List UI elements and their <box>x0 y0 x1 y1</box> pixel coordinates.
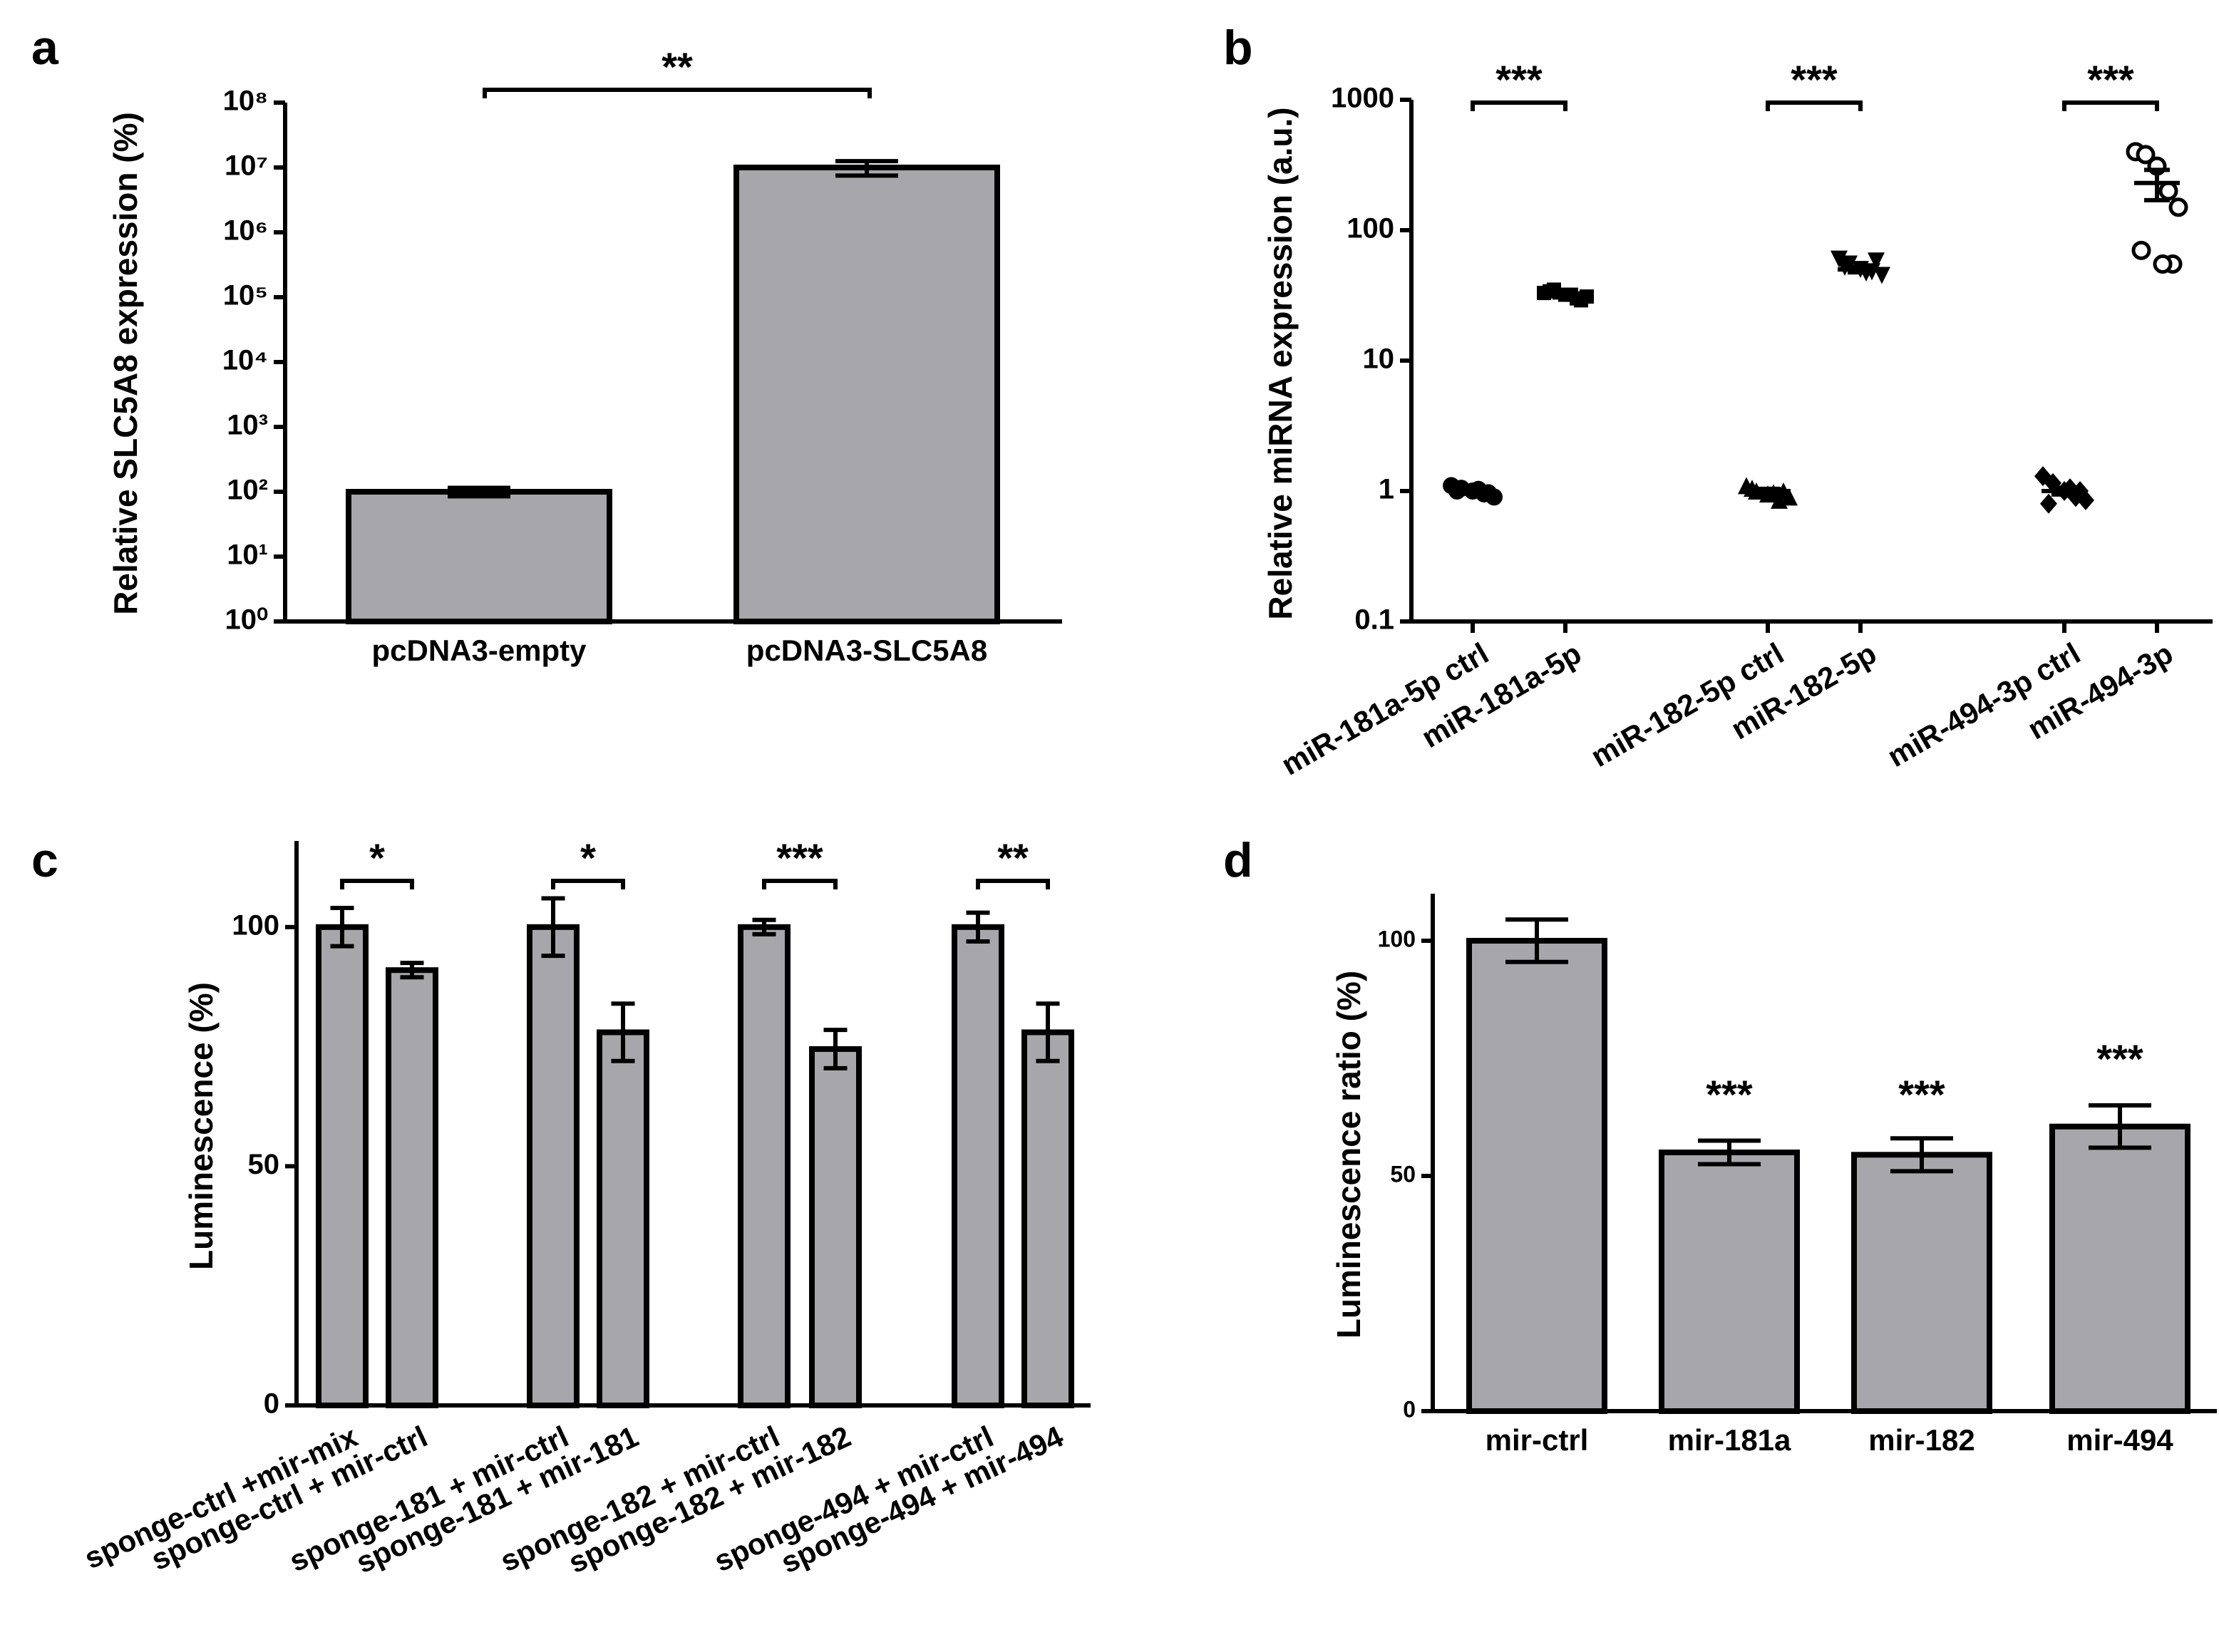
error-bar <box>400 961 424 980</box>
bar <box>2049 1123 2190 1414</box>
point <box>2131 240 2151 260</box>
bar <box>1851 1152 1992 1415</box>
y-tick-label: 10 <box>1363 344 1395 375</box>
panel-label: b <box>1223 21 1253 75</box>
y-axis-title: Luminescence (%) <box>182 982 220 1270</box>
error-bar <box>1698 1138 1761 1167</box>
significance-bracket <box>1471 100 1567 111</box>
y-tick-label: 100 <box>232 909 279 941</box>
y-tick-label: 10⁶ <box>223 215 268 247</box>
y-tick-label: 10³ <box>227 410 268 441</box>
point <box>2168 197 2188 217</box>
significance-bracket <box>340 879 414 889</box>
error-bar <box>330 905 354 949</box>
panel-label: d <box>1223 833 1253 887</box>
point <box>2158 181 2178 201</box>
bar <box>1659 1150 1800 1414</box>
y-tick-label: 10⁵ <box>223 280 268 311</box>
y-tick-label: 0 <box>1403 1396 1416 1422</box>
y-tick-label: 0.1 <box>1354 604 1394 636</box>
point <box>2153 254 2173 274</box>
bar <box>1021 1029 1074 1409</box>
bar <box>346 489 612 624</box>
error-bar <box>541 896 565 959</box>
error-bar <box>835 159 898 178</box>
y-tick-label: 100 <box>1347 213 1394 244</box>
bar <box>1466 938 1607 1414</box>
bar <box>738 924 791 1409</box>
x-tick-label: mir-494 <box>2066 1423 2173 1457</box>
error-bar <box>1755 486 1781 496</box>
bar <box>733 165 1000 624</box>
y-tick-label: 1 <box>1379 474 1394 505</box>
y-tick-label: 100 <box>1378 926 1416 951</box>
error-bar <box>1848 264 1873 275</box>
error-bar <box>1460 487 1486 495</box>
significance-bracket <box>1766 100 1863 111</box>
y-tick-label: 10¹ <box>227 540 268 571</box>
y-tick-label: 10⁰ <box>225 604 268 636</box>
y-tick-label: 10⁴ <box>222 345 268 376</box>
error-bar <box>823 1028 848 1070</box>
significance-label: ** <box>661 44 693 89</box>
y-tick-label: 10⁷ <box>225 150 268 182</box>
significance-bracket <box>976 879 1050 889</box>
y-axis-title: Luminescence ratio (%) <box>1330 971 1367 1338</box>
significance-bracket <box>483 88 872 98</box>
error-bar <box>448 485 510 499</box>
significance-label: ** <box>997 835 1029 880</box>
error-bar <box>611 1001 635 1063</box>
x-tick-label: pcDNA3-SLC5A8 <box>746 634 987 667</box>
x-tick-label: mir-ctrl <box>1486 1423 1589 1457</box>
point <box>2040 493 2057 514</box>
significance-label: *** <box>2096 1036 2143 1081</box>
significance-bracket <box>762 879 838 889</box>
significance-label: * <box>580 835 596 880</box>
error-bar <box>1036 1001 1060 1063</box>
significance-label: *** <box>776 835 823 880</box>
point <box>1836 258 1853 276</box>
y-tick-label: 1000 <box>1331 83 1394 114</box>
y-tick-label: 50 <box>1390 1161 1416 1187</box>
significance-label: *** <box>1706 1072 1753 1117</box>
bar <box>952 924 1004 1409</box>
panel-label: c <box>31 833 58 887</box>
bar <box>316 924 369 1409</box>
bar <box>809 1046 862 1408</box>
x-tick-label: pcDNA3-empty <box>371 634 587 667</box>
error-bar <box>752 917 776 936</box>
error-bar <box>2051 485 2077 497</box>
significance-label: *** <box>1898 1072 1945 1117</box>
point <box>2136 145 2156 165</box>
error-bar <box>1505 917 1568 964</box>
x-tick-label: mir-182 <box>1868 1423 1975 1457</box>
error-bar <box>2144 167 2170 202</box>
significance-label: *** <box>2087 57 2134 102</box>
error-bar <box>966 910 990 944</box>
significance-bracket <box>2062 100 2159 111</box>
significance-label: *** <box>1791 57 1838 102</box>
y-tick-label: 10² <box>227 475 268 506</box>
bar <box>527 924 580 1409</box>
significance-label: *** <box>1495 57 1543 102</box>
y-tick-label: 10⁸ <box>223 86 268 117</box>
error-bar <box>1890 1136 1953 1174</box>
x-tick-label: mir-181a <box>1668 1423 1791 1457</box>
y-axis-title: Relative miRNA expression (a.u.) <box>1262 107 1299 619</box>
bar <box>597 1029 649 1409</box>
y-tick-label: 0 <box>264 1388 279 1420</box>
y-tick-label: 50 <box>248 1149 280 1180</box>
point <box>1868 252 1885 270</box>
error-bar <box>1553 289 1578 300</box>
significance-label: * <box>369 835 385 880</box>
significance-bracket <box>551 879 625 889</box>
bar <box>386 967 438 1408</box>
panel-label: a <box>31 21 59 75</box>
y-axis-title: Relative SLC5A8 expression (%) <box>107 112 144 615</box>
error-bar <box>2089 1103 2151 1150</box>
